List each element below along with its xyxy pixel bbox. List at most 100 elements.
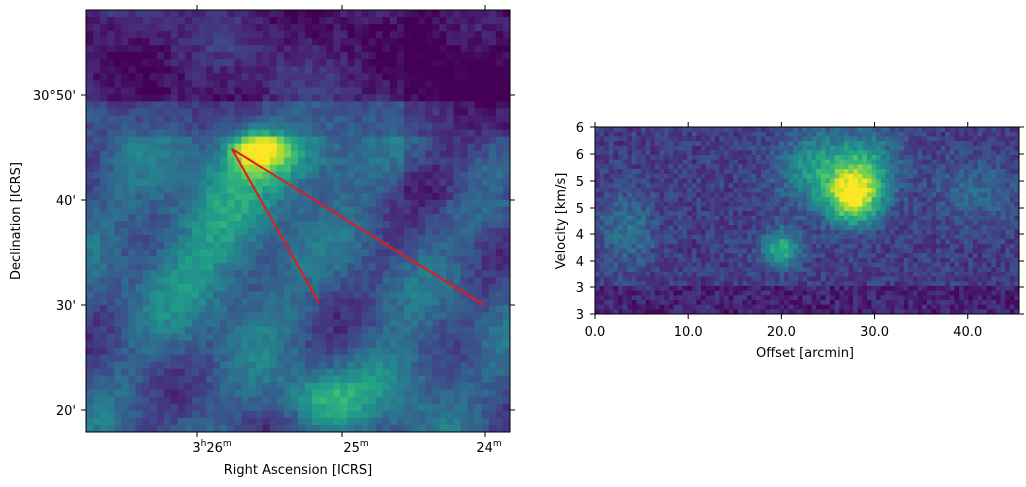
sky-pixel bbox=[93, 277, 101, 285]
sky-pixel bbox=[128, 340, 136, 348]
sky-pixel bbox=[333, 122, 341, 130]
sky-pixel bbox=[502, 157, 511, 166]
pv-pixel bbox=[908, 127, 914, 133]
pv-pixel bbox=[922, 164, 928, 170]
sky-pixel bbox=[107, 228, 115, 236]
pv-pixel bbox=[677, 169, 683, 175]
sky-pixel bbox=[128, 410, 136, 419]
sky-pixel bbox=[255, 333, 264, 341]
sky-pixel bbox=[347, 136, 355, 145]
sky-pixel bbox=[439, 256, 447, 264]
pv-pixel bbox=[668, 155, 674, 161]
sky-pixel bbox=[269, 45, 278, 53]
sky-pixel bbox=[453, 382, 461, 391]
sky-pixel bbox=[206, 31, 214, 39]
sky-pixel bbox=[502, 115, 511, 123]
pv-pixel bbox=[664, 164, 670, 170]
pv-pixel bbox=[913, 192, 919, 198]
pv-pixel bbox=[599, 173, 605, 179]
sky-pixel bbox=[411, 270, 419, 278]
pv-pixel bbox=[765, 145, 771, 151]
pv-pixel bbox=[728, 150, 734, 156]
sky-pixel bbox=[262, 136, 271, 145]
pv-pixel bbox=[654, 127, 660, 133]
sky-pixel bbox=[404, 333, 412, 341]
sky-pixel bbox=[241, 284, 249, 292]
sky-pixel bbox=[495, 150, 504, 159]
sky-pixel bbox=[389, 298, 398, 306]
pv-pixel bbox=[820, 173, 826, 179]
sky-pixel bbox=[163, 199, 172, 208]
sky-pixel bbox=[305, 424, 313, 433]
sky-pixel bbox=[121, 298, 129, 306]
sky-pixel bbox=[460, 213, 468, 222]
sky-pixel bbox=[234, 242, 242, 250]
sky-pixel bbox=[375, 291, 384, 299]
pv-pixel bbox=[733, 173, 739, 179]
pv-pixel bbox=[1005, 187, 1011, 193]
sky-pixel bbox=[312, 206, 320, 215]
sky-pixel bbox=[199, 375, 207, 384]
sky-pixel bbox=[439, 143, 447, 152]
pv-pixel bbox=[908, 150, 914, 156]
sky-pixel bbox=[375, 31, 384, 39]
sky-pixel bbox=[460, 354, 468, 363]
sky-pixel bbox=[340, 368, 348, 377]
sky-pixel bbox=[474, 417, 483, 426]
sky-pixel bbox=[467, 284, 476, 292]
sky-pixel bbox=[255, 403, 264, 412]
sky-pixel bbox=[495, 221, 504, 229]
sky-pixel bbox=[389, 263, 398, 271]
sky-pixel bbox=[135, 263, 143, 271]
sky-pixel bbox=[206, 24, 214, 32]
sky-pixel bbox=[446, 256, 454, 264]
sky-pixel bbox=[177, 396, 186, 405]
sky-pixel bbox=[326, 87, 334, 95]
pv-pixel bbox=[645, 164, 651, 170]
pv-pixel bbox=[701, 178, 707, 184]
sky-pixel bbox=[227, 361, 235, 370]
sky-pixel bbox=[326, 24, 334, 32]
pv-pixel bbox=[871, 169, 877, 175]
sky-pixel bbox=[149, 382, 158, 391]
sky-pixel bbox=[248, 129, 256, 137]
sky-pixel bbox=[312, 284, 320, 292]
sky-pixel bbox=[135, 396, 143, 405]
sky-pixel bbox=[312, 277, 320, 285]
sky-pixel bbox=[298, 375, 306, 384]
sky-pixel bbox=[93, 66, 101, 74]
sky-pixel bbox=[227, 221, 235, 229]
sky-pixel bbox=[425, 31, 433, 39]
sky-pixel bbox=[298, 24, 306, 32]
sky-pixel bbox=[404, 94, 412, 102]
sky-pixel bbox=[234, 122, 242, 130]
pv-path-overlay bbox=[231, 148, 485, 306]
pv-pixel bbox=[737, 169, 743, 175]
sky-pixel bbox=[425, 73, 433, 81]
sky-pixel bbox=[269, 305, 278, 313]
sky-pixel bbox=[333, 389, 341, 398]
sky-pixel bbox=[361, 354, 370, 363]
pv-pixel bbox=[903, 187, 909, 193]
sky-pixel bbox=[347, 396, 355, 405]
sky-pixel bbox=[382, 38, 391, 46]
pv-pixel bbox=[848, 178, 854, 184]
sky-pixel bbox=[177, 136, 186, 145]
sky-pixel bbox=[361, 361, 370, 370]
sky-pixel bbox=[100, 115, 108, 123]
sky-pixel bbox=[184, 284, 193, 292]
sky-pixel bbox=[156, 17, 165, 25]
sky-pixel bbox=[234, 298, 242, 306]
sky-pixel bbox=[389, 361, 398, 370]
sky-pixel bbox=[446, 80, 454, 88]
pv-pixel bbox=[816, 155, 822, 161]
sky-pixel bbox=[333, 277, 341, 285]
sky-pixel bbox=[149, 52, 158, 60]
sky-pixel bbox=[107, 150, 115, 159]
sky-pixel bbox=[460, 298, 468, 306]
sky-pixel bbox=[404, 213, 412, 222]
sky-pixel bbox=[262, 228, 271, 236]
sky-pixel bbox=[290, 347, 299, 356]
sky-pixel bbox=[121, 312, 129, 320]
pv-pixel bbox=[677, 173, 683, 179]
